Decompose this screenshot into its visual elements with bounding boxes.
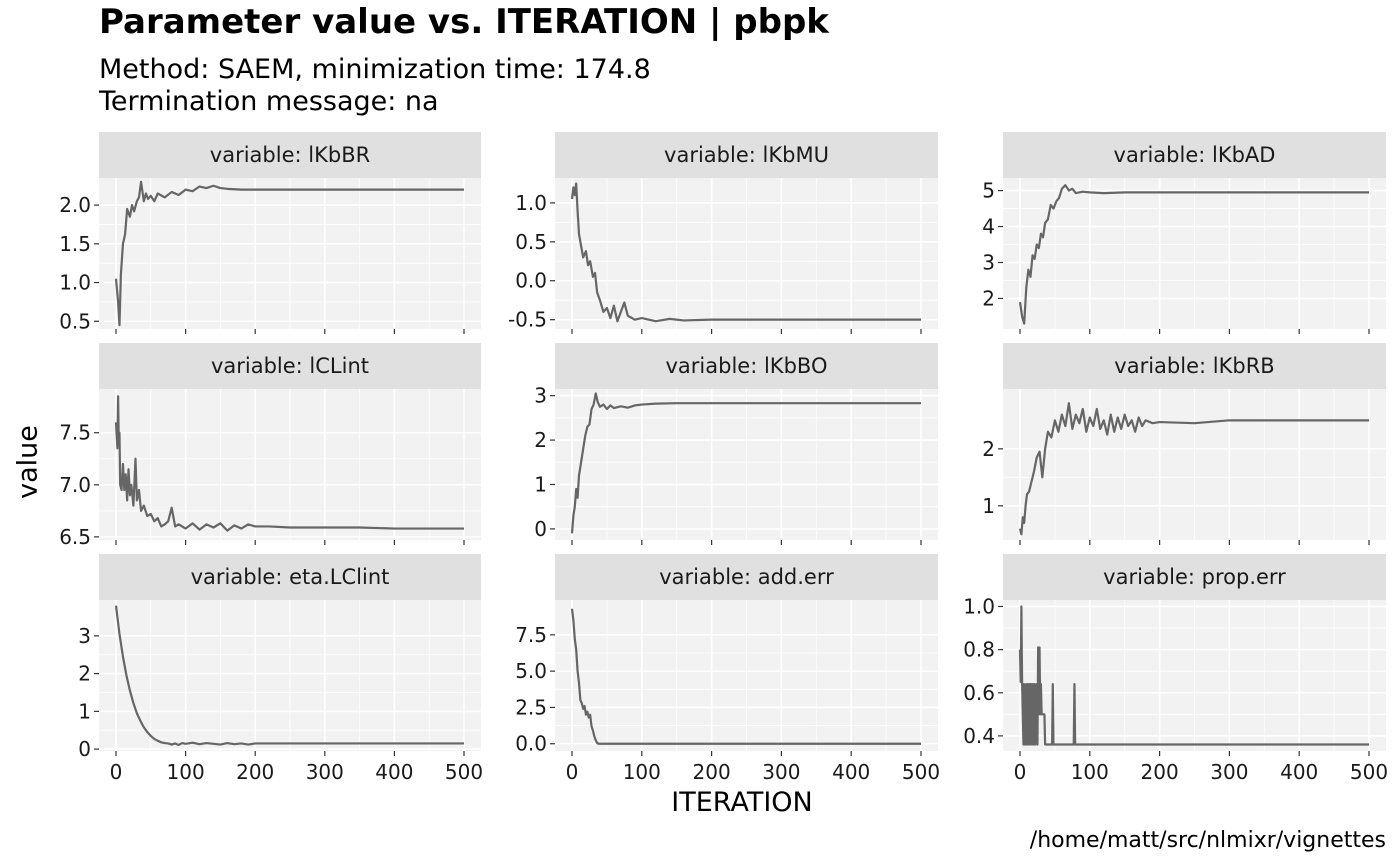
facet-lKbBO: variable: lKbBO 0 1 2 3 — [534, 343, 938, 545]
facet-lKbBR: variable: lKbBR 0.5 1.0 1.5 2.0 — [59, 132, 481, 334]
facet-strip — [1003, 343, 1386, 389]
y-tick-label: 3 — [78, 624, 91, 648]
facet-strip — [555, 132, 938, 178]
facet-lCLint: variable: lCLint 6.5 7.0 7.5 — [59, 343, 481, 549]
y-tick-label: 0.0 — [515, 269, 547, 293]
y-tick-label: 1.0 — [515, 191, 547, 215]
y-tick-label: 1.0 — [59, 271, 91, 295]
x-tick-label: 0 — [1014, 760, 1027, 784]
y-tick-label: 6.5 — [59, 525, 91, 549]
x-tick-label: 0 — [566, 760, 579, 784]
y-tick-label: 4 — [982, 215, 995, 239]
y-tick-label: 7.5 — [515, 623, 547, 647]
facet-lKbMU: variable: lKbMU -0.5 0.0 0.5 1.0 — [508, 132, 938, 334]
plot-subtitle-method: Method: SAEM, minimization time: 174.8 — [99, 54, 651, 85]
y-tick-label: 2 — [534, 428, 547, 452]
facet-strip-label: variable: add.err — [659, 565, 834, 589]
plot-title: Parameter value vs. ITERATION | pbpk — [99, 2, 829, 42]
x-tick-label: 200 — [236, 760, 274, 784]
y-tick-label: 5.0 — [515, 659, 547, 683]
series-line — [1018, 184, 1369, 325]
facet-strip — [555, 554, 938, 600]
facet-strip-label: variable: eta.LClint — [191, 565, 390, 589]
y-tick-label: 1 — [534, 472, 547, 496]
facet-prop-err: variable: prop.err 0.4 0.6 0.8 1.0 0 100 200 300… — [963, 554, 1388, 784]
plot-caption: /home/matt/src/nlmixr/vignettes — [1029, 828, 1386, 853]
x-tick-label: 200 — [693, 760, 731, 784]
y-tick-label: 1.0 — [963, 594, 995, 618]
y-tick-label: 2 — [982, 286, 995, 310]
series-line — [570, 182, 921, 323]
facet-strip-label: variable: lKbMU — [664, 143, 829, 167]
x-tick-label: 400 — [832, 760, 870, 784]
y-tick-label: -0.5 — [508, 308, 547, 332]
y-tick-label: 7.0 — [59, 473, 91, 497]
y-tick-label: 0 — [78, 737, 91, 761]
facet-strip — [99, 132, 481, 178]
y-axis-label: value — [12, 425, 44, 499]
facet-strip — [1003, 554, 1386, 600]
y-tick-label: 0.8 — [963, 638, 995, 662]
x-tick-label: 0 — [110, 760, 123, 784]
y-tick-label: 7.5 — [59, 421, 91, 445]
series-line — [570, 608, 921, 745]
facet-strip-label: variable: lKbAD — [1114, 143, 1276, 167]
facet-strip-label: variable: lKbBO — [666, 354, 828, 378]
facet-strip — [99, 554, 481, 600]
x-tick-label: 100 — [1071, 760, 1109, 784]
y-tick-label: 0.6 — [963, 681, 995, 705]
y-tick-label: 5 — [982, 179, 995, 203]
y-tick-label: 0.0 — [515, 732, 547, 756]
facet-strip — [1003, 132, 1386, 178]
series-line — [570, 392, 921, 534]
y-tick-label: 2.5 — [515, 695, 547, 719]
x-tick-label: 500 — [445, 760, 483, 784]
x-tick-label: 500 — [902, 760, 940, 784]
x-tick-label: 400 — [1280, 760, 1318, 784]
facet-strip — [555, 343, 938, 389]
plot-subtitle-termination: Termination message: na — [99, 86, 439, 117]
y-tick-label: 0.5 — [515, 230, 547, 254]
y-tick-label: 2 — [982, 437, 995, 461]
x-tick-label: 100 — [623, 760, 661, 784]
y-tick-label: 3 — [982, 250, 995, 274]
facet-add-err: variable: add.err 0.0 2.5 5.0 7.5 0 100 200 300 4… — [515, 554, 940, 784]
facet-eta-LClint: variable: eta.LClint 0 1 2 3 0 100 200 300 400 500 — [78, 554, 483, 784]
x-tick-label: 300 — [1210, 760, 1248, 784]
y-tick-label: 2 — [78, 662, 91, 686]
x-tick-label: 300 — [762, 760, 800, 784]
facet-strip — [99, 343, 481, 389]
series-line — [114, 605, 464, 747]
facet-lKbRB: variable: lKbRB 1 2 — [982, 343, 1386, 545]
facet-strip-label: variable: lCLint — [211, 354, 369, 378]
x-tick-label: 400 — [375, 760, 413, 784]
x-axis-label: ITERATION — [671, 787, 813, 818]
y-tick-label: 2.0 — [59, 193, 91, 217]
y-tick-label: 3 — [534, 384, 547, 408]
y-tick-label: 1.5 — [59, 232, 91, 256]
series-line — [1018, 402, 1369, 536]
x-tick-label: 100 — [167, 760, 205, 784]
series-line — [1018, 605, 1369, 746]
x-tick-label: 200 — [1141, 760, 1179, 784]
y-tick-label: 1 — [78, 699, 91, 723]
facet-strip-label: variable: lKbRB — [1114, 354, 1274, 378]
x-tick-label: 300 — [306, 760, 344, 784]
y-tick-label: 0 — [534, 517, 547, 541]
y-tick-label: 0.4 — [963, 724, 995, 748]
facet-lKbAD: variable: lKbAD 2 3 4 5 — [982, 132, 1386, 334]
series-line — [114, 180, 464, 327]
series-line — [114, 395, 464, 532]
facet-strip-label: variable: prop.err — [1103, 565, 1286, 589]
y-tick-label: 0.5 — [59, 309, 91, 333]
y-tick-label: 1 — [982, 494, 995, 518]
x-tick-label: 500 — [1350, 760, 1388, 784]
facet-strip-label: variable: lKbBR — [210, 143, 370, 167]
